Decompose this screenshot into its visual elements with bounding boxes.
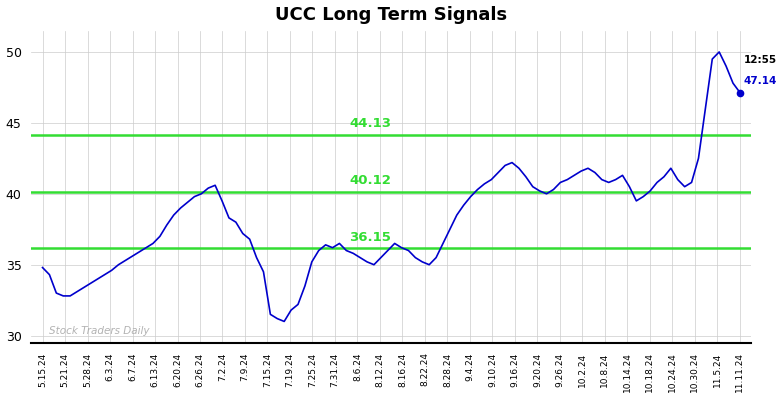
Text: 47.14: 47.14 bbox=[744, 76, 777, 86]
Text: 44.13: 44.13 bbox=[350, 117, 391, 131]
Text: 40.12: 40.12 bbox=[350, 174, 391, 187]
Text: 12:55: 12:55 bbox=[744, 55, 777, 65]
Text: 36.15: 36.15 bbox=[350, 230, 391, 244]
Text: Stock Traders Daily: Stock Traders Daily bbox=[49, 326, 150, 336]
Title: UCC Long Term Signals: UCC Long Term Signals bbox=[275, 6, 507, 23]
